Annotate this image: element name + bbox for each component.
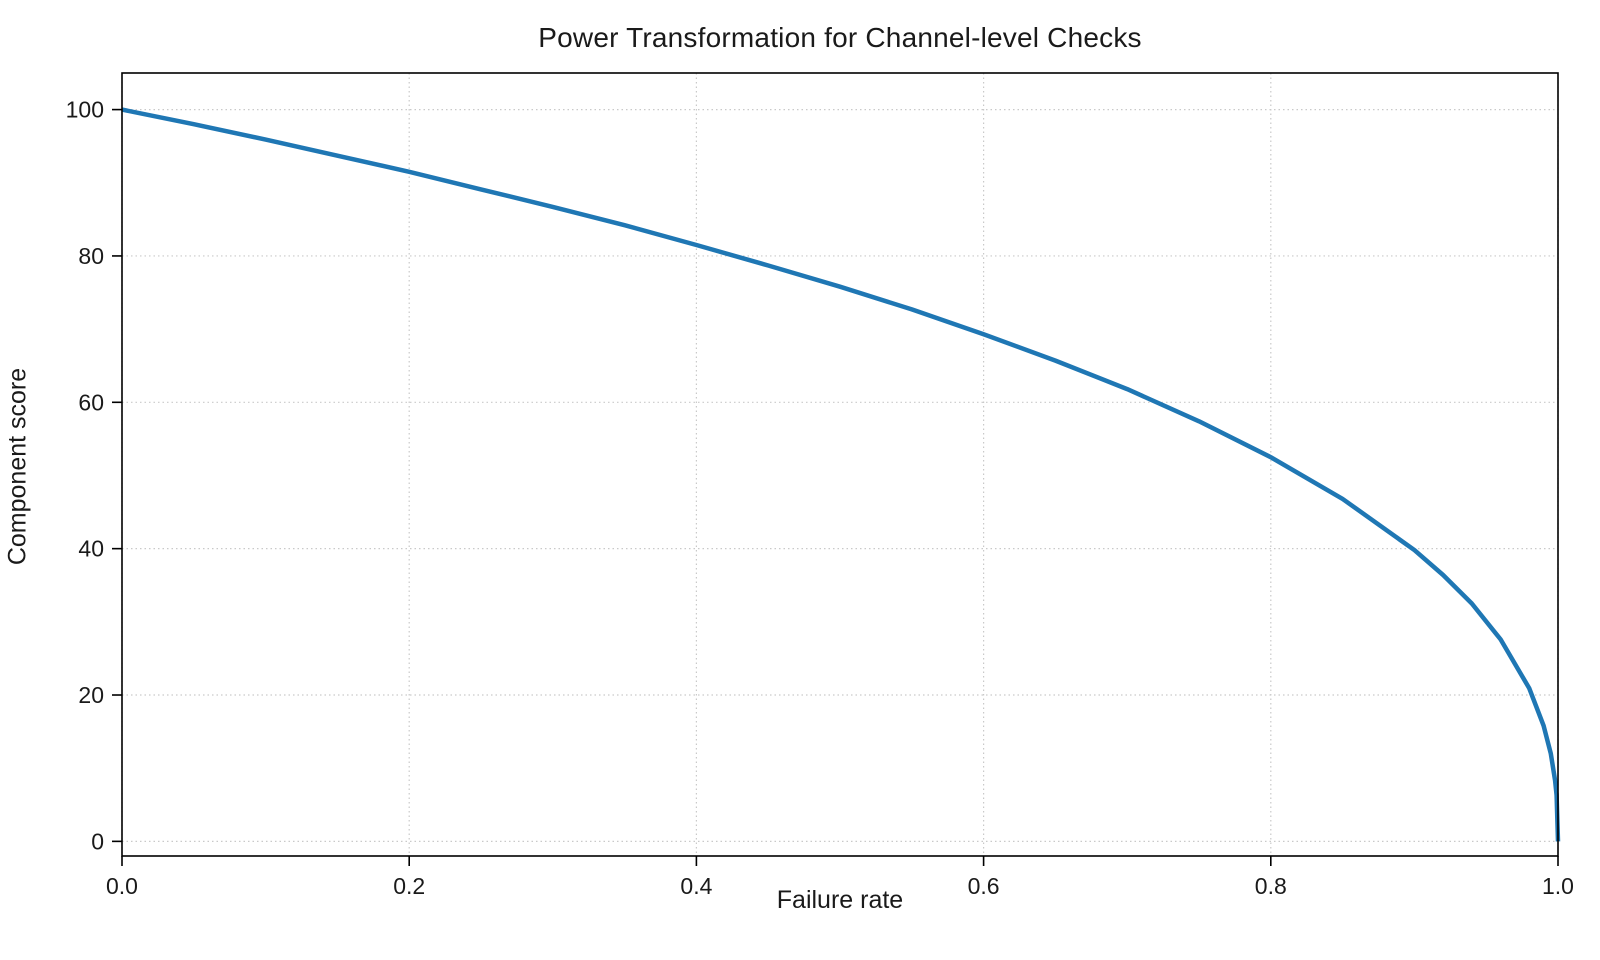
y-axis-label: Component score (3, 367, 32, 566)
x-tick-label: 0.6 (968, 873, 1000, 899)
x-tick-label: 1.0 (1542, 873, 1574, 899)
y-tick-label: 20 (78, 682, 104, 708)
chart-title: Power Transformation for Channel-level C… (538, 22, 1142, 53)
y-tick-label: 80 (78, 243, 104, 269)
x-tick-label: 0.2 (393, 873, 425, 899)
x-tick-label: 0.0 (106, 873, 138, 899)
plot-frame (121, 72, 1559, 857)
y-tick-label: 60 (78, 389, 104, 415)
component-score-curve (121, 107, 1561, 842)
y-tick-label: 40 (78, 536, 104, 562)
x-tick-label: 0.8 (1255, 873, 1287, 899)
x-axis-label: Failure rate (776, 886, 904, 914)
y-tick-label: 0 (91, 828, 104, 854)
y-tick-label: 100 (66, 97, 104, 123)
x-tick-label: 0.4 (680, 873, 712, 899)
